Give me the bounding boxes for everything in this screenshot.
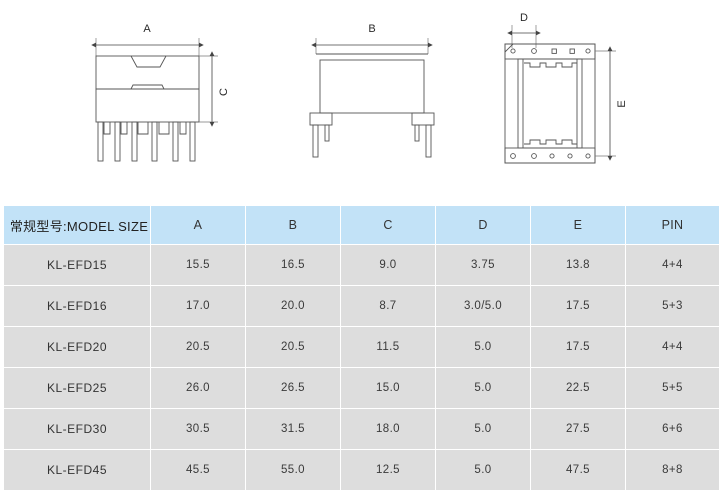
cell-e: 13.8: [531, 245, 625, 285]
cell-model: KL-EFD15: [4, 245, 150, 285]
dimension-label-a: A: [143, 23, 151, 35]
cell-b: 55.0: [246, 450, 340, 490]
column-header-e: E: [531, 206, 625, 244]
cell-pin: 6+6: [626, 409, 719, 449]
cell-pin: 5+3: [626, 286, 719, 326]
front-elevation-drawing: [91, 38, 218, 162]
cell-pin: 4+4: [626, 327, 719, 367]
dimension-label-c: C: [218, 88, 230, 96]
cell-a: 30.5: [151, 409, 245, 449]
cell-pin: 4+4: [626, 245, 719, 285]
cell-c: 15.0: [341, 368, 435, 408]
table-row: KL-EFD16 17.0 20.0 8.7 3.0/5.0 17.5 5+3: [4, 286, 719, 326]
cell-d: 5.0: [436, 450, 530, 490]
table-row: KL-EFD15 15.5 16.5 9.0 3.75 13.8 4+4: [4, 245, 719, 285]
cell-model: KL-EFD25: [4, 368, 150, 408]
cell-e: 17.5: [531, 327, 625, 367]
dimension-label-d: D: [520, 12, 528, 24]
column-header-pin: PIN: [626, 206, 719, 244]
table-row: KL-EFD30 30.5 31.5 18.0 5.0 27.5 6+6: [4, 409, 719, 449]
table-row: KL-EFD25 26.0 26.5 15.0 5.0 22.5 5+5: [4, 368, 719, 408]
model-size-table: 常规型号:MODEL SIZE A B C D E PIN KL-EFD15 1…: [3, 205, 720, 491]
dimension-label-e: E: [616, 100, 628, 107]
cell-a: 45.5: [151, 450, 245, 490]
dimension-label-b: B: [368, 23, 375, 35]
column-header-c: C: [341, 206, 435, 244]
cell-d: 5.0: [436, 327, 530, 367]
cell-b: 31.5: [246, 409, 340, 449]
cell-c: 11.5: [341, 327, 435, 367]
cell-e: 22.5: [531, 368, 625, 408]
cell-pin: 5+5: [626, 368, 719, 408]
cell-e: 17.5: [531, 286, 625, 326]
column-header-model: 常规型号:MODEL SIZE: [4, 206, 150, 244]
table-row: KL-EFD45 45.5 55.0 12.5 5.0 47.5 8+8: [4, 450, 719, 490]
cell-b: 20.5: [246, 327, 340, 367]
column-header-d: D: [436, 206, 530, 244]
cell-d: 5.0: [436, 368, 530, 408]
cell-model: KL-EFD20: [4, 327, 150, 367]
cell-model: KL-EFD16: [4, 286, 150, 326]
column-header-a: A: [151, 206, 245, 244]
cell-e: 27.5: [531, 409, 625, 449]
table-row: KL-EFD20 20.5 20.5 11.5 5.0 17.5 4+4: [4, 327, 719, 367]
cell-c: 12.5: [341, 450, 435, 490]
side-elevation-drawing: [309, 38, 435, 158]
cell-b: 26.5: [246, 368, 340, 408]
cell-b: 16.5: [246, 245, 340, 285]
cell-d: 5.0: [436, 409, 530, 449]
cell-model: KL-EFD30: [4, 409, 150, 449]
column-header-b: B: [246, 206, 340, 244]
cell-a: 20.5: [151, 327, 245, 367]
cell-e: 47.5: [531, 450, 625, 490]
plan-view-drawing: [504, 25, 616, 164]
cell-c: 18.0: [341, 409, 435, 449]
cell-d: 3.75: [436, 245, 530, 285]
cell-pin: 8+8: [626, 450, 719, 490]
table-header-row: 常规型号:MODEL SIZE A B C D E PIN: [4, 206, 719, 244]
cell-d: 3.0/5.0: [436, 286, 530, 326]
cell-a: 15.5: [151, 245, 245, 285]
cell-c: 9.0: [341, 245, 435, 285]
cell-c: 8.7: [341, 286, 435, 326]
technical-drawings: A C B D E: [0, 0, 721, 196]
cell-a: 17.0: [151, 286, 245, 326]
cell-b: 20.0: [246, 286, 340, 326]
cell-a: 26.0: [151, 368, 245, 408]
cell-model: KL-EFD45: [4, 450, 150, 490]
